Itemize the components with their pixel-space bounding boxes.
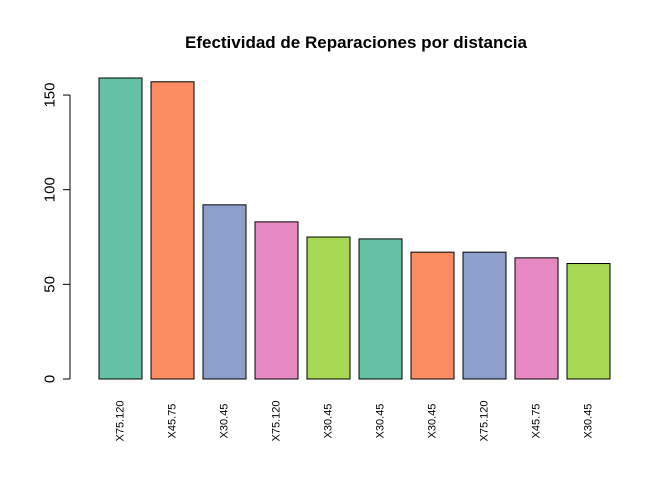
x-tick-label: X30.45 — [219, 404, 231, 439]
x-tick-label: X30.45 — [427, 404, 439, 439]
x-tick-label: X45.75 — [167, 404, 179, 439]
x-tick-label: X75.120 — [115, 401, 127, 442]
y-tick-label: 150 — [42, 83, 59, 108]
x-tick-labels: X75.120 X45.75 X30.45 X75.120 X30.45 X30.45 X3… — [115, 401, 595, 442]
y-tick-label: 50 — [42, 276, 59, 293]
x-tick-label: X30.45 — [375, 404, 387, 439]
y-tick-label: 100 — [42, 177, 59, 202]
bar — [306, 236, 351, 380]
bar — [462, 251, 507, 380]
bar — [254, 221, 299, 380]
x-tick-label: X30.45 — [583, 404, 595, 439]
bar — [98, 77, 143, 380]
y-tick-label: 0 — [42, 375, 59, 383]
x-tick-label: X75.120 — [271, 401, 283, 442]
bar — [410, 251, 455, 380]
x-tick-label: X75.120 — [479, 401, 491, 442]
bar — [566, 263, 611, 380]
bar — [150, 81, 195, 380]
chart-title: Efectividad de Reparaciones por distanci… — [185, 33, 528, 52]
bar — [358, 238, 403, 380]
y-axis: 0 50 100 150 — [42, 83, 71, 383]
bar — [202, 204, 247, 380]
bars-group — [98, 77, 611, 380]
bar — [514, 257, 559, 380]
x-tick-label: X30.45 — [323, 404, 335, 439]
x-tick-label: X45.75 — [531, 404, 543, 439]
